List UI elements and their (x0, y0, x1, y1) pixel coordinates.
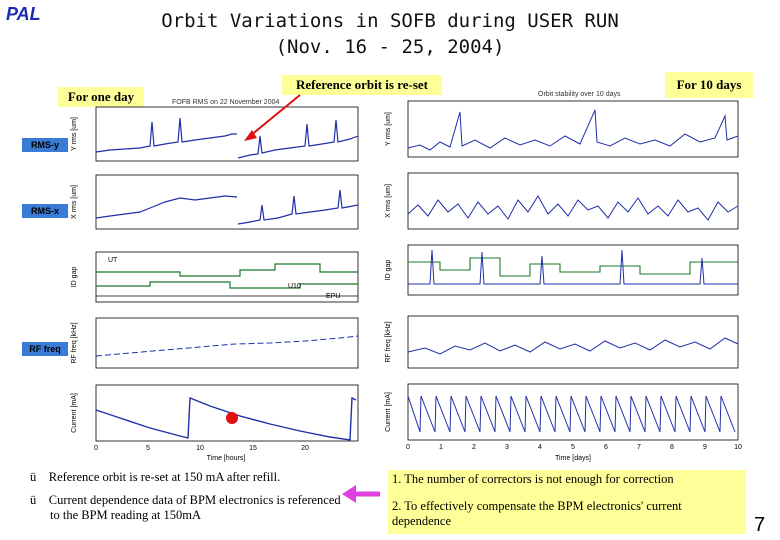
left-ylabel-current: Current [mA] (71, 393, 78, 433)
right-ylabel-current: Current [mA] (385, 392, 392, 432)
gap-label-epu: EPU (326, 293, 340, 300)
left-ylabel-rms-y: Y rms [um] (71, 117, 78, 151)
left-xlabel: Time [hours] (207, 455, 246, 462)
left-xtick: 5 (146, 445, 150, 452)
gap-label-ut: UT (108, 257, 118, 264)
right-ylabel-rms-y: Y rms [um] (385, 112, 392, 146)
right-ylabel-rf-freq: RF freq [kHz] (385, 321, 392, 362)
right-xtick: 7 (637, 444, 641, 451)
right-plot-rf-freq: RF freq [kHz] (385, 315, 739, 369)
right-xtick: 3 (505, 444, 509, 451)
left-plot-id-gap: ID gap UT U10 EPU (71, 251, 359, 303)
row-label-rf-freq: RF freq (22, 342, 68, 356)
right-xtick: 8 (670, 444, 674, 451)
magenta-arrow (342, 485, 380, 503)
left-xtick: 0 (94, 445, 98, 452)
note-2: 2. To effectively compensate the BPM ele… (392, 499, 682, 528)
left-plot-rms-x: X rms [um] (71, 174, 359, 230)
right-xtick: 0 (406, 444, 410, 451)
bullet-list: ü Reference orbit is re-set at 150 mA af… (30, 470, 350, 531)
left-x-axis: 0 5 10 15 20 Time [hours] (94, 445, 309, 462)
right-plot-rms-x: X rms [um] (385, 172, 739, 230)
right-ylabel-rms-x: X rms [um] (385, 184, 392, 218)
check-icon: ü (30, 493, 37, 507)
row-label-rms-x: RMS-x (22, 204, 68, 218)
bullet-item: ü Reference orbit is re-set at 150 mA af… (30, 470, 350, 485)
callout-reset: Reference orbit is re-set (282, 75, 442, 95)
right-xtick: 5 (571, 444, 575, 451)
reset-arrow (244, 94, 301, 141)
right-caption: Orbit stability over 10 days (538, 91, 621, 98)
callout-one-day: For one day (58, 87, 144, 107)
row-label-rms-y: RMS-y (22, 138, 68, 152)
left-ylabel-id-gap: ID gap (71, 267, 78, 288)
pal-logo: PAL (6, 4, 41, 24)
right-plot-rms-y: Y rms [um] (385, 100, 739, 158)
bullet-item: ü Current dependence data of BPM electro… (30, 493, 350, 523)
callout-ten-days: For 10 days (665, 72, 753, 98)
left-ylabel-rms-x: X rms [um] (71, 185, 78, 219)
left-xtick: 10 (196, 445, 204, 452)
left-plot-current: Current [mA] (71, 384, 359, 442)
reset-marker-dot (226, 412, 238, 424)
right-xtick: 6 (604, 444, 608, 451)
bullet-text: Reference orbit is re-set at 150 mA afte… (48, 470, 281, 484)
left-ylabel-rf-freq: RF freq [kHz] (71, 322, 78, 363)
notes-box: 1. The number of correctors is not enoug… (388, 470, 746, 534)
right-xtick: 4 (538, 444, 542, 451)
right-xtick: 2 (472, 444, 476, 451)
left-caption: FOFB RMS on 22 November 2004 (172, 99, 279, 106)
left-plot-rf-freq: RF freq [kHz] (71, 317, 359, 369)
right-plot-id-gap: ID gap (385, 244, 739, 296)
right-xtick: 9 (703, 444, 707, 451)
title-line-1: Orbit Variations in SOFB during USER RUN (161, 10, 619, 32)
right-x-axis: 0 1 2 3 4 5 6 7 8 9 10 Time [days] (406, 444, 742, 462)
right-xtick: 10 (734, 444, 742, 451)
gap-label-u10: U10 (288, 283, 301, 290)
page-number: 7 (754, 514, 766, 536)
page-title: Orbit Variations in SOFB during USER RUN… (100, 8, 680, 60)
note-1: 1. The number of correctors is not enoug… (392, 472, 674, 486)
right-xlabel: Time [days] (555, 455, 591, 462)
right-ylabel-id-gap: ID gap (385, 260, 392, 281)
title-line-2: (Nov. 16 - 25, 2004) (275, 36, 505, 58)
bullet-text: Current dependence data of BPM electroni… (48, 493, 341, 522)
right-plot-current: Current [mA] (385, 383, 739, 441)
check-icon: ü (30, 470, 37, 484)
right-xtick: 1 (439, 444, 443, 451)
left-xtick: 20 (301, 445, 309, 452)
left-xtick: 15 (249, 445, 257, 452)
left-plot-rms-y: Y rms [um] (71, 106, 359, 162)
